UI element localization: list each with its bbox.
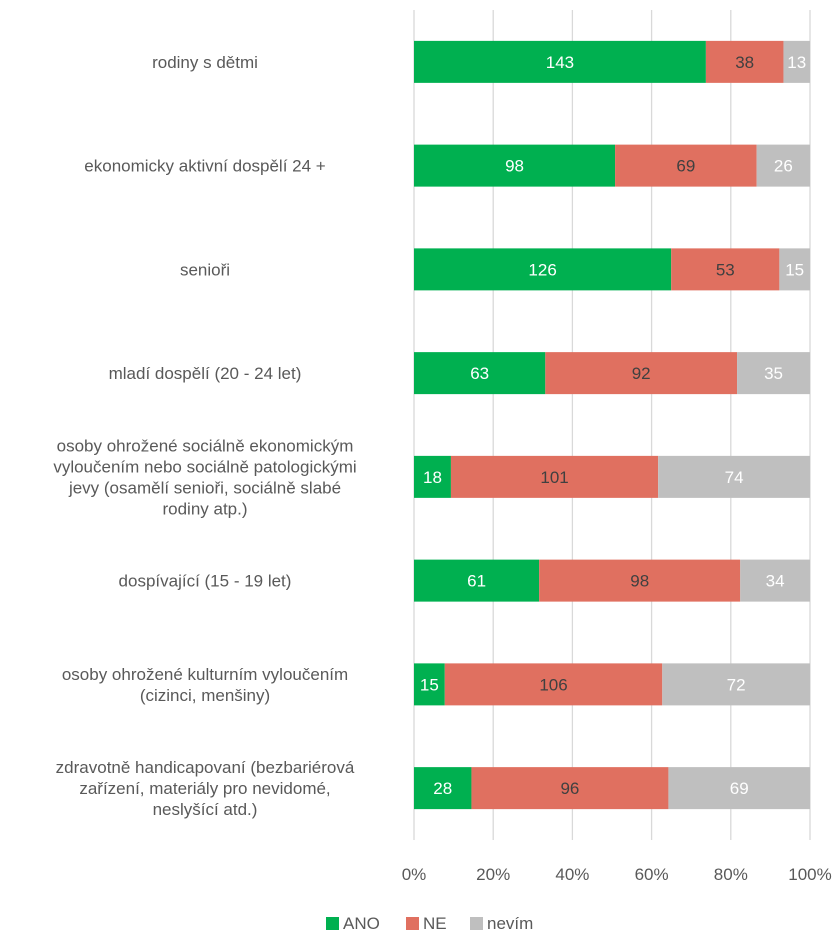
data-label: 38 (735, 53, 754, 72)
bar-segment (414, 144, 616, 187)
data-label: 92 (632, 364, 651, 383)
category-label: mladí dospělí (20 - 24 let) (109, 364, 302, 383)
data-label: 15 (420, 675, 439, 694)
legend-swatch (326, 917, 339, 930)
category-label: rodiny s dětmi (152, 53, 258, 72)
data-label: 35 (764, 364, 783, 383)
data-label: 69 (676, 157, 695, 176)
bar-segment (414, 40, 706, 83)
data-label: 98 (505, 157, 524, 176)
category-label: vyloučením nebo sociálně patologickými (53, 457, 356, 476)
bar-segment (545, 352, 738, 395)
legend-label: NE (423, 914, 447, 933)
category-label: dospívající (15 - 19 let) (119, 572, 292, 591)
legend-swatch (406, 917, 419, 930)
bar-segment (414, 767, 472, 810)
bar-segment (414, 248, 672, 291)
x-tick-label: 60% (635, 865, 669, 884)
data-label: 26 (774, 157, 793, 176)
bar-segment (414, 559, 540, 602)
x-tick-label: 80% (714, 865, 748, 884)
x-tick-label: 0% (402, 865, 427, 884)
legend-label: nevím (487, 914, 533, 933)
category-label: osoby ohrožené kulturním vyloučením (62, 665, 348, 684)
legend-swatch (470, 917, 483, 930)
bar-segment (658, 455, 810, 498)
bar-segment (662, 663, 810, 706)
data-label: 72 (727, 675, 746, 694)
data-label: 13 (787, 53, 806, 72)
bar-segment (756, 144, 810, 187)
bar-segment (740, 559, 810, 602)
data-label: 126 (528, 260, 556, 279)
bar-segment (668, 767, 810, 810)
bar-segment (414, 663, 445, 706)
data-label: 106 (539, 675, 567, 694)
bar-segment (615, 144, 757, 187)
category-label: osoby ohrožené sociálně ekonomickým (57, 436, 354, 455)
data-label: 143 (546, 53, 574, 72)
bar-segment (414, 352, 546, 395)
category-label: neslyšící atd.) (153, 800, 258, 819)
bar-segment (671, 248, 780, 291)
bar-segment (471, 767, 669, 810)
bar-segment (705, 40, 784, 83)
bar-segment (737, 352, 810, 395)
bar-segment (779, 248, 810, 291)
category-label: senioři (180, 260, 230, 279)
data-label: 63 (470, 364, 489, 383)
data-label: 69 (730, 779, 749, 798)
data-label: 98 (630, 572, 649, 591)
x-tick-label: 100% (788, 865, 831, 884)
category-label: zdravotně handicapovaní (bezbariérová (56, 758, 355, 777)
x-tick-label: 20% (476, 865, 510, 884)
data-label: 101 (540, 468, 568, 487)
data-label: 34 (766, 572, 785, 591)
category-label: rodiny atp.) (162, 499, 247, 518)
category-label: zařízení, materiály pro nevidomé, (79, 779, 330, 798)
category-label: jevy (osamělí senioři, sociálně slabé (68, 478, 341, 497)
bar-segment (539, 559, 741, 602)
x-tick-label: 40% (555, 865, 589, 884)
category-label: ekonomicky aktivní dospělí 24 + (84, 157, 326, 176)
data-label: 61 (467, 572, 486, 591)
legend-label: ANO (343, 914, 380, 933)
data-label: 18 (423, 468, 442, 487)
data-label: 15 (785, 260, 804, 279)
data-label: 74 (725, 468, 744, 487)
bar-segment (783, 40, 810, 83)
data-label: 53 (716, 260, 735, 279)
bar-segment (414, 455, 451, 498)
bar-segment (450, 455, 659, 498)
data-label: 28 (433, 779, 452, 798)
data-label: 96 (560, 779, 579, 798)
bar-segment (444, 663, 663, 706)
category-label: (cizinci, menšiny) (140, 686, 270, 705)
